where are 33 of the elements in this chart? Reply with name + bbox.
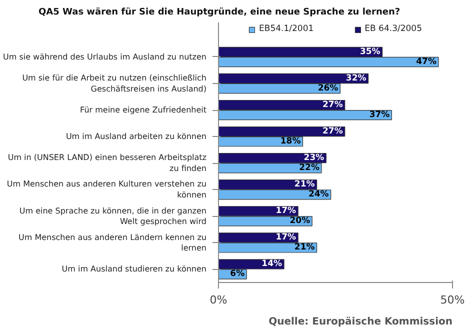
data-label: 17% (276, 206, 297, 216)
data-label: 37% (369, 110, 390, 120)
data-label: 27% (322, 100, 344, 110)
y-tick-label: Um sie während des Urlaubs im Ausland zu nutzen (3, 52, 207, 62)
data-label: 27% (322, 126, 344, 137)
data-label: 20% (290, 216, 311, 226)
y-tick-label: Um in (UNSER LAND) einen besseren Arbeitsplatz zu finden (8, 153, 207, 174)
data-label: 26% (318, 84, 339, 94)
data-label: 35% (360, 46, 381, 57)
data-label: 6% (230, 269, 246, 280)
legend-label: EB54.1/2001 (259, 24, 314, 34)
x-tick-label: 50% (440, 294, 465, 306)
data-label: 21% (294, 180, 316, 190)
data-label: 18% (280, 136, 302, 147)
x-tick-label: 0% (210, 294, 228, 306)
y-tick-label: Für meine eigene Zufriedenheit (80, 106, 207, 115)
data-label: 21% (294, 242, 316, 253)
data-label: 14% (262, 259, 283, 270)
legend-label: EB 64.3/2005 (364, 24, 422, 34)
y-tick-label: Um Menschen aus anderen Ländern kennen zu lernen (18, 232, 207, 253)
data-label: 23% (304, 153, 325, 164)
y-tick-label: Um sie für die Arbeit zu nutzen (einschließlich Geschäftsreisen ins Ausland) (22, 74, 207, 94)
source-note: Quelle: Europäische Kommission (268, 316, 453, 328)
y-tick-label: Um Menschen aus anderen Kulturen verstehen zu können (6, 180, 207, 200)
data-label: 47% (416, 57, 437, 68)
data-label: 24% (308, 190, 330, 200)
data-label: 32% (346, 74, 367, 84)
y-tick-label: Um im Ausland studieren zu können (62, 264, 207, 274)
y-tick-label: Um im Ausland arbeiten zu können (66, 132, 207, 142)
y-tick-label: Um eine Sprache zu können, die in der ganzen Welt gesprochen wird (19, 206, 207, 226)
data-label: 22% (299, 163, 320, 174)
chart-title: QA5 Was wären für Sie die Hauptgründe, eine neue Sprache zu lernen? (38, 8, 400, 18)
data-label: 17% (276, 232, 297, 243)
